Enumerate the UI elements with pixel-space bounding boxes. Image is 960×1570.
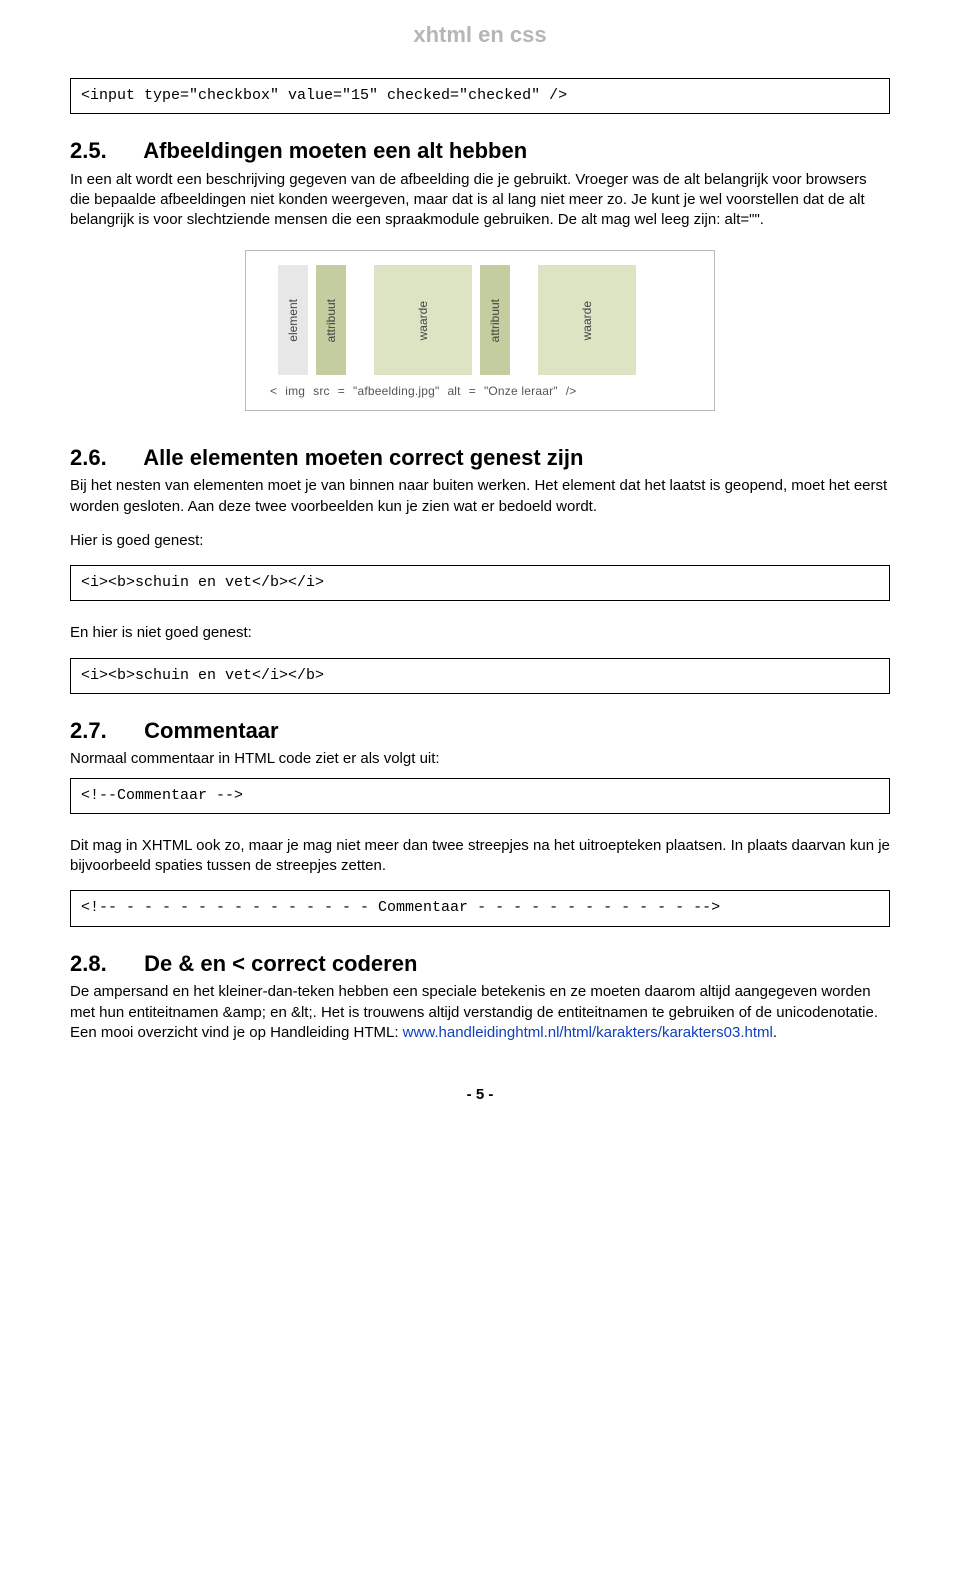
heading-number: 2.8. <box>70 949 138 979</box>
heading-2-7: 2.7. Commentaar <box>70 716 890 746</box>
section-2-5-body: In een alt wordt een beschrijving gegeve… <box>70 170 890 231</box>
section-2-7-body-2: Dit mag in XHTML ook zo, maar je mag nie… <box>70 836 890 877</box>
handleiding-link[interactable]: www.handleidinghtml.nl/html/karakters/ka… <box>403 1024 773 1041</box>
heading-title: Commentaar <box>144 718 278 743</box>
heading-number: 2.6. <box>70 443 138 473</box>
section-2-8-text-post: . <box>773 1024 777 1041</box>
section-2-6-body-1: Bij het nesten van elementen moet je van… <box>70 476 890 517</box>
page-number: - 5 - <box>70 1085 890 1105</box>
section-2-7-body-1: Normaal commentaar in HTML code ziet er … <box>70 749 890 769</box>
code-box-comment-long: <!-- - - - - - - - - - - - - - - Comment… <box>70 890 890 926</box>
section-2-6-body-3: En hier is niet goed genest: <box>70 623 890 643</box>
diagram-col-waarde-2: waarde <box>538 265 636 375</box>
tkn-close: /> <box>562 383 581 399</box>
tkn-attr1: src <box>309 383 334 399</box>
heading-number: 2.5. <box>70 136 138 166</box>
tkn-lt: < <box>266 383 281 399</box>
tkn-eq2: = <box>465 383 480 399</box>
tkn-val1: "afbeelding.jpg" <box>349 383 443 399</box>
diagram-columns: element attribuut waarde attribuut waard… <box>260 265 700 375</box>
tkn-val2: "Onze leraar" <box>480 383 562 399</box>
page-header: xhtml en css <box>70 20 890 50</box>
code-box-good-nest: <i><b>schuin en vet</b></i> <box>70 565 890 601</box>
tkn-eq1: = <box>334 383 349 399</box>
diagram-col-attribuut-1: attribuut <box>316 265 346 375</box>
heading-number: 2.7. <box>70 716 138 746</box>
heading-2-8: 2.8. De & en < correct coderen <box>70 949 890 979</box>
heading-title: Afbeeldingen moeten een alt hebben <box>143 138 527 163</box>
section-2-8-body: De ampersand en het kleiner-dan-teken he… <box>70 982 890 1043</box>
code-box-checkbox: <input type="checkbox" value="15" checke… <box>70 78 890 114</box>
heading-title: Alle elementen moeten correct genest zij… <box>143 445 583 470</box>
heading-title: De & en < correct coderen <box>144 951 417 976</box>
heading-2-5: 2.5. Afbeeldingen moeten een alt hebben <box>70 136 890 166</box>
heading-2-6: 2.6. Alle elementen moeten correct genes… <box>70 443 890 473</box>
tkn-attr2: alt <box>443 383 464 399</box>
diagram-col-waarde-1: waarde <box>374 265 472 375</box>
diagram-code-line: < img src = "afbeelding.jpg" alt = "Onze… <box>260 383 700 399</box>
diagram-col-element: element <box>278 265 308 375</box>
tkn-tag: img <box>281 383 309 399</box>
section-2-6-body-2: Hier is goed genest: <box>70 531 890 551</box>
code-box-comment: <!--Commentaar --> <box>70 778 890 814</box>
img-tag-diagram: element attribuut waarde attribuut waard… <box>245 250 715 410</box>
diagram-col-attribuut-2: attribuut <box>480 265 510 375</box>
code-box-bad-nest: <i><b>schuin en vet</i></b> <box>70 658 890 694</box>
